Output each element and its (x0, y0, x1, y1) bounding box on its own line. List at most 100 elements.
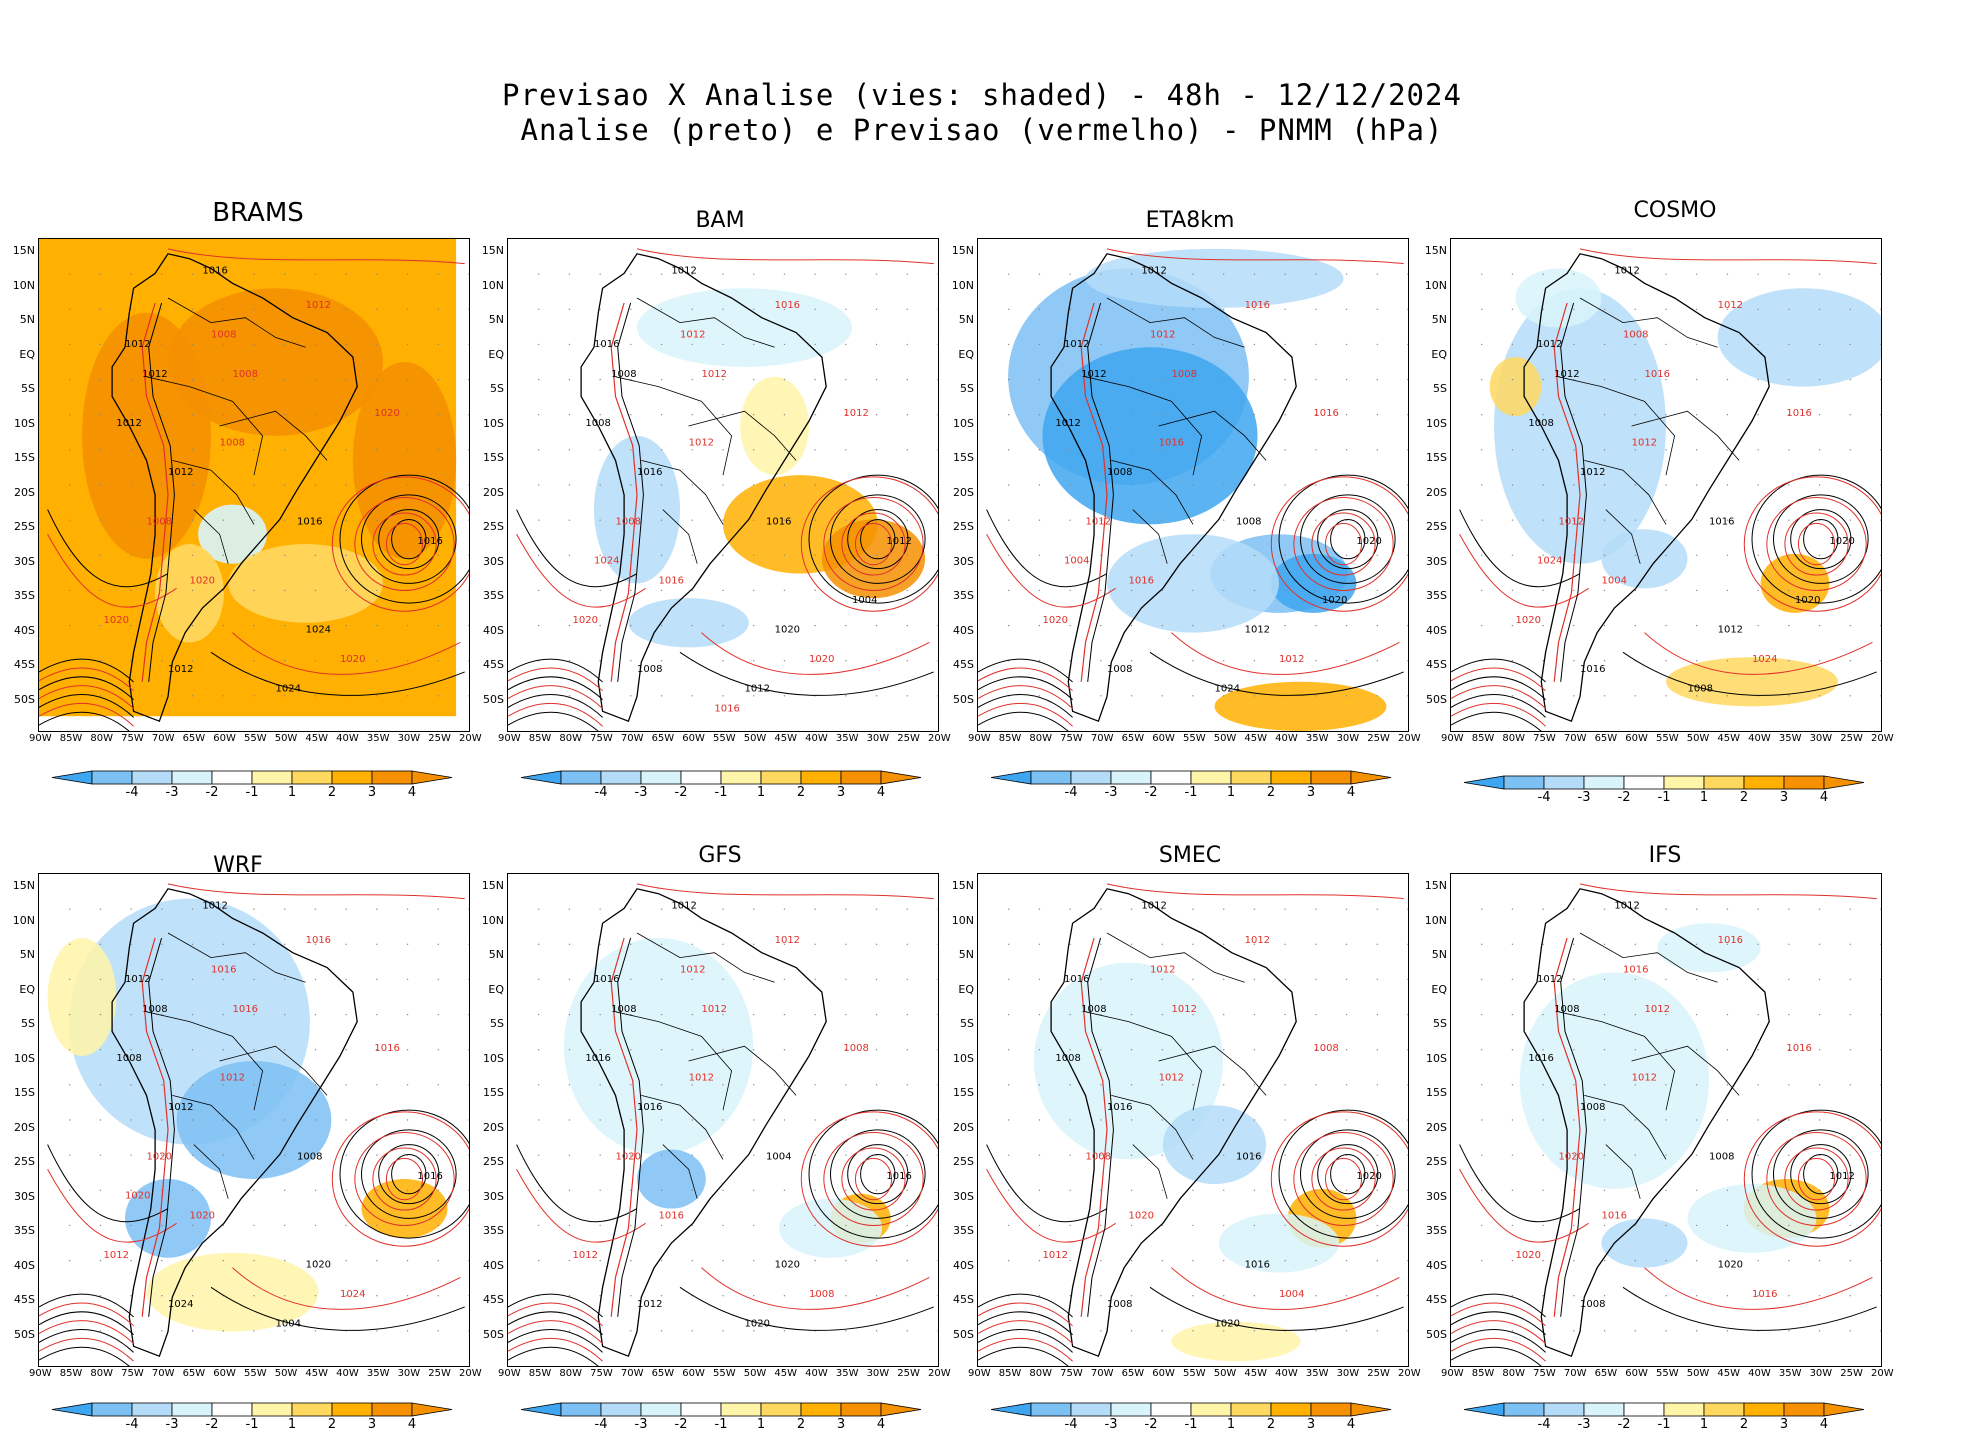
colorbar (520, 1402, 923, 1421)
colorbar-label: 1 (756, 785, 766, 800)
lon-label: 25W (897, 1368, 920, 1379)
colorbar-segment (1743, 1402, 1785, 1417)
border (1158, 410, 1267, 461)
lon-label: 90W (1441, 733, 1464, 744)
analysis-contour (1803, 518, 1839, 560)
border (662, 1144, 698, 1199)
colorbar-arrow-right (1350, 1402, 1392, 1417)
colorbar-label: -1 (714, 785, 728, 800)
analysis-contour (1149, 1286, 1404, 1331)
coastline (580, 888, 827, 1358)
colorbar-label: -1 (1184, 1417, 1198, 1432)
lon-label: 30W (866, 733, 890, 744)
colorbar-segment (1310, 770, 1352, 785)
lon-label: 85W (998, 1368, 1022, 1379)
forecast-contour (1451, 685, 1546, 709)
forecast-contour (47, 1168, 177, 1243)
analysis-contour (1451, 676, 1546, 701)
contour-label: 1020 (809, 654, 834, 665)
lon-label: 75W (121, 733, 144, 744)
lon-label: 50W (743, 733, 767, 744)
lon-label: 90W (498, 1368, 521, 1379)
lon-label: 30W (1809, 733, 1833, 744)
contour-label: 1012 (220, 1073, 245, 1084)
colorbar-segment (1663, 1402, 1705, 1417)
border (219, 1045, 328, 1096)
forecast-contour (1644, 632, 1873, 675)
contour-label: 1020 (1322, 595, 1347, 606)
border (1085, 1011, 1203, 1111)
border (1106, 297, 1245, 348)
lon-label: 80W (1029, 1368, 1053, 1379)
contour-label: 1016 (1786, 1043, 1811, 1054)
forecast-contour (1451, 1302, 1546, 1327)
lon-label: 45W (774, 1368, 798, 1379)
lat-label: 15S (1426, 1086, 1447, 1099)
forecast-contour (167, 883, 465, 900)
contour-label: 1016 (1245, 1260, 1270, 1271)
lat-label: 10S (483, 416, 504, 430)
contour-label: 1008 (1580, 1299, 1605, 1310)
border (1558, 376, 1676, 476)
lon-label: 20W (1871, 733, 1894, 744)
contour-label: 1016 (211, 964, 236, 975)
analysis-contour (1087, 302, 1114, 682)
colorbar-segment (91, 770, 133, 785)
colorbar-label: -4 (594, 1417, 608, 1432)
colorbar-label: 3 (836, 1417, 846, 1432)
colorbar-arrow-left (990, 770, 1032, 785)
analysis-contour (39, 1346, 130, 1366)
lon-label: 30W (397, 1368, 421, 1379)
lat-label: EQ (19, 347, 35, 361)
contour-label: 1016 (1313, 408, 1338, 419)
bias-shade (821, 519, 926, 599)
colorbar-segment (371, 770, 413, 785)
lat-label: 30S (1426, 1189, 1447, 1203)
lat-label: 15N (481, 879, 504, 892)
colorbar-label: 3 (1306, 1417, 1316, 1432)
border (1579, 932, 1718, 983)
colorbar-segment (211, 1402, 253, 1417)
lat-label: 5S (490, 382, 504, 395)
lat-label: 10N (481, 278, 504, 292)
lat-label: 10N (1424, 278, 1447, 292)
lon-label: 50W (1213, 733, 1237, 744)
analysis-contour (679, 651, 934, 696)
forecast-contour (701, 632, 930, 675)
colorbar-segment (1783, 775, 1825, 790)
lon-label: 80W (559, 733, 583, 744)
colorbar-label: 4 (1819, 790, 1829, 805)
contour-label: 1012 (1081, 369, 1106, 380)
colorbar-segment (600, 1402, 642, 1417)
colorbar (51, 1402, 454, 1421)
contour-label: 1016 (297, 516, 322, 527)
forecast-contour (508, 702, 603, 727)
lat-label: 45S (483, 658, 504, 671)
colorbar-label: 4 (407, 785, 417, 800)
colorbar-segment (1190, 1402, 1232, 1417)
analysis-contour (1803, 1153, 1839, 1195)
colorbar-segment (1663, 775, 1705, 790)
colorbar (990, 770, 1393, 789)
analysis-contour (978, 694, 1073, 718)
contour-label: 1012 (1043, 1250, 1068, 1261)
analysis-contour (1560, 937, 1587, 1317)
colorbar-segment (1030, 1402, 1072, 1417)
forecast-contour (610, 302, 638, 682)
contour-label: 1012 (702, 369, 727, 380)
lon-label: 50W (743, 1368, 767, 1379)
analysis-contour (617, 302, 644, 682)
contour-label: 1012 (125, 974, 150, 985)
colorbar-segment (1623, 1402, 1665, 1417)
analysis-contour (516, 1144, 638, 1223)
colorbar-label: 1 (756, 1417, 766, 1432)
lon-label: 60W (213, 733, 236, 744)
contour-label: 1024 (276, 684, 301, 695)
forecast-contour (232, 632, 461, 675)
forecast-contour (1451, 1320, 1546, 1344)
colorbar-label: 2 (327, 785, 337, 800)
border (615, 1011, 733, 1111)
contour-label: 1016 (233, 1004, 258, 1015)
lon-label: 85W (59, 733, 83, 744)
lon-label: 75W (1533, 733, 1556, 744)
